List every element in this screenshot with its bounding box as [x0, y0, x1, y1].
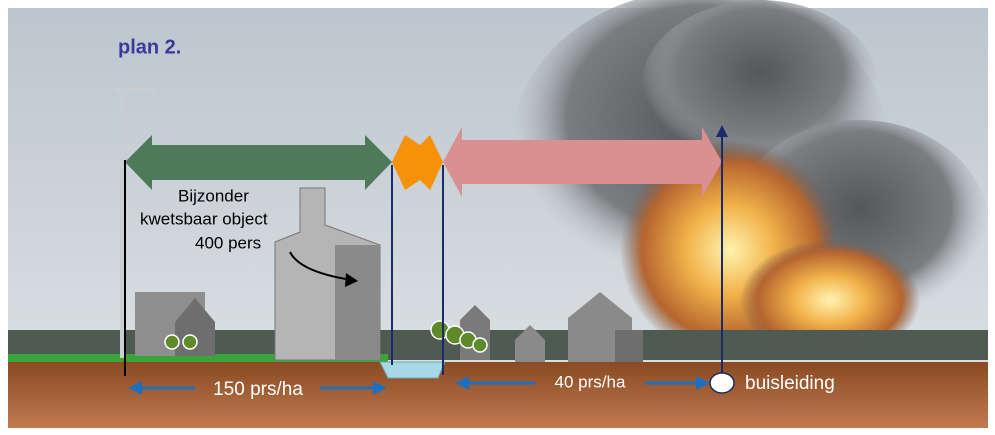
density-left-label: 150 prs/ha — [213, 379, 303, 400]
trees — [164, 320, 488, 353]
density-arrows — [128, 376, 710, 395]
pipeline-marker — [709, 372, 735, 394]
title: plan 2. — [118, 36, 181, 58]
ground — [8, 362, 988, 428]
object-label-line: Bijzonder — [178, 186, 249, 205]
object-label-line: 400 pers — [195, 233, 261, 252]
object-label-line: kwetsbaar object — [140, 209, 268, 228]
density-right-label: 40 prs/ha — [555, 372, 626, 391]
pointer-arrow — [289, 251, 353, 281]
water — [379, 361, 446, 379]
pipeline-label: buisleiding — [745, 373, 835, 394]
background-photo — [8, 0, 990, 428]
boundary-lines — [124, 125, 728, 380]
pointer-arrowhead — [345, 273, 358, 287]
zone-arrows — [125, 127, 722, 197]
